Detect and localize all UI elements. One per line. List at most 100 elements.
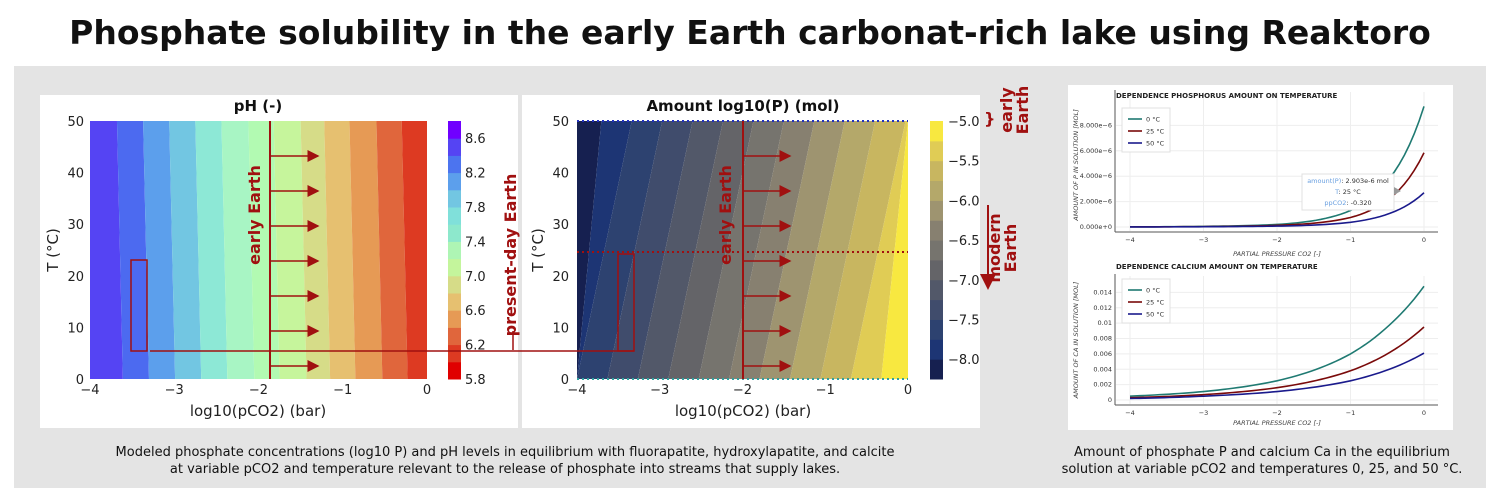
ph-colorbar-tick: 6.2 xyxy=(465,339,486,354)
p-chart-y-label: AMOUNT OF P IN SOLUTION [MOL] xyxy=(1072,109,1080,222)
x-tick: −4 xyxy=(1125,409,1135,417)
ph-colorbar-swatch xyxy=(448,361,461,380)
p-y-tick: 10 xyxy=(552,321,569,336)
p-colorbar-tick: −7.5 xyxy=(948,313,980,328)
legend-label: 0 °C xyxy=(1146,116,1160,124)
legend-label: 0 °C xyxy=(1146,287,1160,295)
left-caption-line2: at variable pCO2 and temperature relevan… xyxy=(170,462,840,477)
p-colorbar-swatch xyxy=(930,140,943,162)
ph-colorbar-tick: 7.8 xyxy=(465,201,486,216)
ph-band xyxy=(169,121,202,379)
y-tick: 6.000e−6 xyxy=(1080,147,1112,155)
tooltip-key: ppCO2 xyxy=(1324,199,1346,207)
ph-colorbar-tick: 6.6 xyxy=(465,304,486,319)
ph-band xyxy=(248,121,280,379)
series-line-0 xyxy=(1129,285,1425,397)
p-colorbar-swatch xyxy=(930,180,943,201)
p-colorbar-swatch xyxy=(930,240,943,261)
ph-band xyxy=(90,121,123,379)
ph-colorbar-swatch xyxy=(448,121,461,139)
p-colorbar-swatch xyxy=(930,319,943,340)
legend-box xyxy=(1121,107,1171,153)
left-caption-line1: Modeled phosphate concentrations (log10 … xyxy=(116,445,895,460)
p-chart-x-label: PARTIAL PRESSURE CO2 [-] xyxy=(1233,250,1321,258)
p-x-tick: −4 xyxy=(567,383,586,398)
ph-colorbar-swatch xyxy=(448,327,461,346)
p-band xyxy=(698,121,784,379)
ph-colorbar-tick: 8.6 xyxy=(465,132,486,147)
ph-colorbar-swatch xyxy=(448,207,461,225)
x-tick: −3 xyxy=(1199,236,1209,244)
x-tick: 0 xyxy=(1422,236,1426,244)
tooltip-value: : -0.320 xyxy=(1346,199,1371,207)
ph-colorbar-swatch xyxy=(448,172,461,191)
ph-x-tick: 0 xyxy=(423,383,431,398)
ca-chart-y-label: AMOUNT OF CA IN SOLUTION [MOL] xyxy=(1072,281,1080,399)
p-band xyxy=(820,121,906,379)
p-colorbar-tick: −6.5 xyxy=(948,234,980,249)
p-x-tick: −1 xyxy=(816,383,835,398)
ph-band xyxy=(116,121,149,379)
p-band xyxy=(577,121,632,379)
p-colorbar-swatch xyxy=(930,220,943,241)
ph-y-tick: 0 xyxy=(76,373,84,388)
y-tick: 0.006 xyxy=(1093,350,1112,358)
ph-band xyxy=(273,121,307,379)
p-colorbar-tick: −7.0 xyxy=(948,274,980,289)
earth-label-modern: Earth xyxy=(1001,224,1020,273)
ph-x-tick: −3 xyxy=(165,383,184,398)
ph-colorbar-swatch xyxy=(448,293,461,311)
p-band xyxy=(637,121,724,379)
ph-y-label: T (°C) xyxy=(44,228,62,273)
early-label: early xyxy=(997,87,1016,133)
ph-band xyxy=(143,121,176,379)
y-tick: 0.008 xyxy=(1093,335,1112,343)
ph-y-tick: 30 xyxy=(67,218,84,233)
p-band xyxy=(850,121,908,379)
right-caption-line1: Amount of phosphate P and calcium Ca in … xyxy=(1074,445,1450,460)
tooltip-value: : 2.903e-6 mol xyxy=(1341,177,1389,185)
y-tick: 0 xyxy=(1108,396,1112,404)
p-band xyxy=(577,121,663,379)
x-tick: −4 xyxy=(1125,236,1135,244)
p-plot-title: Amount log10(P) (mol) xyxy=(646,97,839,115)
ph-band xyxy=(221,121,255,379)
ph-colorbar-swatch xyxy=(448,275,461,294)
x-tick: 0 xyxy=(1422,409,1426,417)
y-tick: 0.000e+0 xyxy=(1080,223,1112,231)
p-x-tick: −2 xyxy=(733,383,752,398)
ph-y-tick: 10 xyxy=(67,321,84,336)
poster-title: Phosphate solubility in the early Earth … xyxy=(69,13,1431,52)
p-band xyxy=(789,121,876,379)
p-colorbar-tick: −6.0 xyxy=(948,194,980,209)
p-colorbar-swatch xyxy=(930,339,943,360)
y-tick: 2.000e−6 xyxy=(1080,198,1112,206)
p-band xyxy=(729,121,815,379)
tooltip-key: T xyxy=(1334,188,1339,196)
y-tick: 0.002 xyxy=(1093,381,1112,389)
x-tick: −3 xyxy=(1199,409,1209,417)
early-earth-label-ph: early Earth xyxy=(245,165,264,265)
modern-label: modern xyxy=(985,213,1004,282)
p-x-label: log10(pCO2) (bar) xyxy=(675,402,811,420)
series-line-2 xyxy=(1129,352,1425,400)
p-chart-title: DEPENDENCE PHOSPHORUS AMOUNT ON TEMPERAT… xyxy=(1116,92,1338,100)
ph-colorbar-swatch xyxy=(448,138,461,156)
tooltip-row: amount(P): 2.903e-6 mol xyxy=(1307,177,1389,185)
ph-colorbar-swatch xyxy=(448,310,461,328)
legend-label: 25 °C xyxy=(1146,128,1165,136)
ph-y-tick: 40 xyxy=(67,167,84,182)
ph-colorbar-tick: 7.0 xyxy=(465,270,486,285)
ph-colorbar-tick: 8.2 xyxy=(465,167,486,182)
x-tick: −1 xyxy=(1346,236,1356,244)
y-tick: 0.014 xyxy=(1093,288,1112,296)
p-y-label: T (°C) xyxy=(529,228,547,273)
p-y-tick: 40 xyxy=(552,167,569,182)
p-x-tick: 0 xyxy=(904,383,912,398)
y-tick: 0.01 xyxy=(1098,319,1112,327)
present-day-earth-label: present-day Earth xyxy=(501,174,520,337)
ph-x-tick: −4 xyxy=(80,383,99,398)
right-caption-line2: solution at variable pCO2 and temperatur… xyxy=(1062,462,1463,477)
ph-x-tick: −2 xyxy=(249,383,268,398)
